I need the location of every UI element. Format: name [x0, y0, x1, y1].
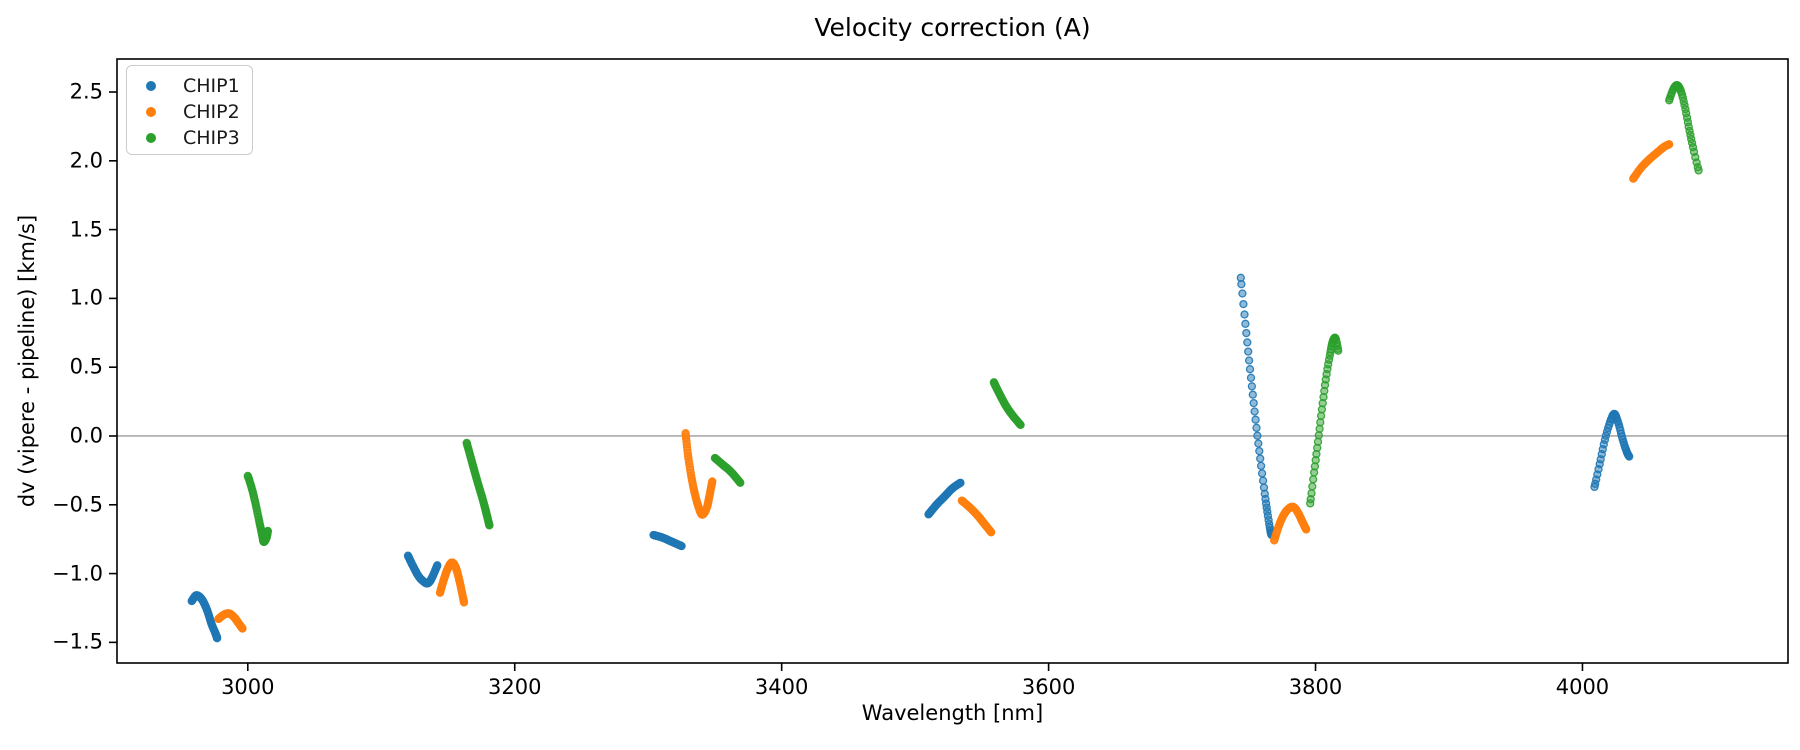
y-tick-label-−1.0: −1.0	[52, 561, 103, 586]
x-tick-label-3200: 3200	[487, 675, 542, 699]
data-point	[708, 477, 717, 486]
data-point	[1309, 475, 1318, 484]
legend-entry-chip2: CHIP2	[127, 99, 252, 125]
y-tick-label-0.5: 0.5	[69, 354, 103, 379]
y-tick-label-2.5: 2.5	[69, 79, 103, 104]
legend: CHIP1 CHIP2 CHIP3	[126, 65, 253, 155]
data-point	[1239, 299, 1248, 309]
legend-label: CHIP3	[183, 127, 240, 149]
data-point	[1242, 328, 1251, 338]
data-point	[1334, 346, 1343, 355]
data-point	[212, 634, 222, 643]
series-chip3-points	[243, 80, 1703, 547]
data-point	[1256, 461, 1266, 471]
legend-entry-chip3: CHIP3	[127, 125, 252, 151]
data-point	[1240, 310, 1249, 319]
data-point	[1258, 476, 1268, 485]
data-point	[263, 526, 272, 536]
data-point	[1250, 407, 1259, 416]
chart-title: Velocity correction (A)	[814, 13, 1091, 42]
data-point	[736, 478, 745, 487]
data-point	[1244, 356, 1254, 365]
data-point	[1256, 454, 1265, 463]
data-point	[1625, 452, 1634, 461]
data-point	[1302, 525, 1311, 534]
data-point	[1257, 469, 1267, 478]
legend-marker-icon	[146, 81, 156, 91]
data-point	[1245, 365, 1255, 374]
legend-marker-icon	[146, 133, 156, 143]
x-axis-label: Wavelength [nm]	[861, 701, 1044, 725]
scatter-points-layer	[187, 80, 1703, 643]
data-point	[1248, 390, 1257, 399]
data-point	[1243, 338, 1252, 347]
legend-label: CHIP1	[183, 75, 240, 97]
y-tick-label-2.0: 2.0	[69, 148, 103, 173]
data-point	[238, 624, 247, 633]
series-chip2-points	[214, 140, 1674, 633]
data-point	[677, 541, 686, 551]
y-tick-label-1.0: 1.0	[69, 285, 103, 310]
data-point	[1253, 431, 1262, 440]
data-point	[433, 561, 442, 570]
data-point	[1249, 398, 1258, 408]
data-point	[1237, 280, 1246, 289]
x-tick-label-3000: 3000	[221, 675, 275, 699]
series-chip1-points	[187, 273, 1634, 643]
plot-frame	[116, 58, 1789, 664]
legend-label: CHIP2	[183, 101, 240, 123]
legend-entry-chip1: CHIP1	[127, 73, 252, 99]
data-point	[1016, 420, 1025, 430]
data-point	[1246, 373, 1256, 382]
data-point	[1308, 482, 1317, 491]
data-point	[1694, 166, 1703, 175]
axes-frame-layer	[109, 58, 1789, 671]
data-point	[459, 598, 469, 607]
data-point	[485, 521, 494, 530]
data-point	[1307, 489, 1316, 498]
data-point	[1244, 347, 1253, 356]
y-tick-label-−1.5: −1.5	[52, 629, 103, 654]
data-point	[987, 528, 996, 537]
x-tick-label-3800: 3800	[1288, 675, 1343, 699]
data-point	[1251, 415, 1260, 424]
legend-marker-icon	[146, 107, 156, 117]
x-tick-label-3400: 3400	[754, 675, 809, 699]
data-point	[956, 478, 965, 487]
data-point	[1665, 140, 1674, 149]
x-tick-label-4000: 4000	[1555, 675, 1610, 699]
y-tick-label-0.0: 0.0	[69, 423, 103, 448]
data-point	[1241, 319, 1250, 328]
x-tick-label-3600: 3600	[1021, 675, 1076, 699]
y-tick-label-1.5: 1.5	[69, 217, 103, 242]
data-point	[1254, 439, 1263, 448]
data-point	[1252, 423, 1261, 432]
data-point	[1247, 382, 1257, 391]
data-point	[1255, 446, 1264, 456]
y-tick-label-−0.5: −0.5	[52, 492, 103, 517]
data-point	[1238, 289, 1247, 298]
